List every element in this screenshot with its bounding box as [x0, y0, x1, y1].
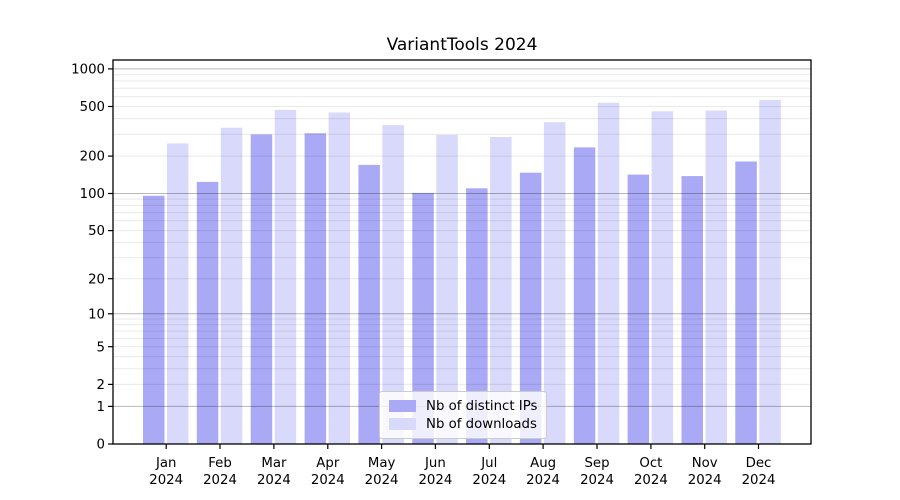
y-axis-tick-label: 1	[97, 400, 105, 415]
x-axis-tick-label: Jun 2024	[418, 456, 452, 488]
bar	[543, 122, 566, 444]
legend-swatch	[389, 417, 416, 431]
bar	[274, 109, 297, 445]
legend-item: Nb of downloads	[389, 415, 537, 433]
bar	[759, 99, 781, 445]
y-axis-tick-label: 2	[97, 378, 105, 393]
legend-label: Nb of distinct IPs	[426, 398, 538, 414]
bar	[412, 192, 434, 444]
x-axis-tick-label: Jan 2024	[149, 456, 183, 488]
bar	[220, 127, 243, 444]
y-axis-tick-label: 500	[80, 100, 105, 115]
bar	[382, 125, 404, 444]
bar	[143, 195, 165, 444]
bar	[705, 110, 727, 444]
legend-label: Nb of downloads	[426, 416, 537, 432]
bar	[358, 164, 380, 444]
x-axis-tick-label: Sep 2024	[580, 456, 614, 488]
bar	[573, 147, 596, 444]
plot-border	[112, 59, 812, 445]
y-axis-tick-label: 1000	[71, 63, 105, 78]
x-axis-tick-label: Feb 2024	[203, 456, 237, 488]
y-axis-tick-label: 200	[80, 150, 105, 165]
bar	[304, 133, 327, 445]
x-axis-tick-label: Apr 2024	[311, 456, 345, 488]
legend-swatch	[389, 399, 416, 413]
x-axis-tick-label: Mar 2024	[257, 456, 291, 488]
legend: Nb of distinct IPs Nb of downloads	[379, 391, 547, 439]
y-axis-tick-label: 5	[97, 340, 105, 355]
x-axis-tick-label: Jul 2024	[472, 456, 506, 488]
bar	[328, 112, 351, 444]
bar	[436, 134, 458, 444]
x-axis-tick-label: Nov 2024	[688, 456, 722, 488]
bar	[651, 111, 674, 445]
y-axis-tick-label: 10	[88, 307, 105, 322]
bar	[681, 176, 703, 444]
y-axis-tick-label: 20	[88, 272, 105, 287]
bar	[735, 161, 757, 444]
x-axis-tick-label: Oct 2024	[634, 456, 668, 488]
y-axis-tick-label: 50	[88, 224, 105, 239]
y-axis-tick-label: 0	[97, 438, 105, 453]
legend-item: Nb of distinct IPs	[389, 397, 537, 415]
bar	[597, 102, 620, 444]
x-axis-tick-label: Aug 2024	[526, 456, 560, 488]
x-axis-tick-label: Dec 2024	[742, 456, 776, 488]
bar	[167, 143, 189, 444]
bar	[196, 181, 219, 444]
bar	[627, 174, 650, 444]
bar	[490, 137, 512, 444]
bar	[466, 188, 488, 444]
x-axis-tick-label: May 2024	[365, 456, 399, 488]
bar	[250, 134, 273, 444]
bar	[519, 172, 542, 444]
y-axis-tick-label: 100	[80, 187, 105, 202]
chart-title: VariantTools 2024	[386, 35, 538, 55]
